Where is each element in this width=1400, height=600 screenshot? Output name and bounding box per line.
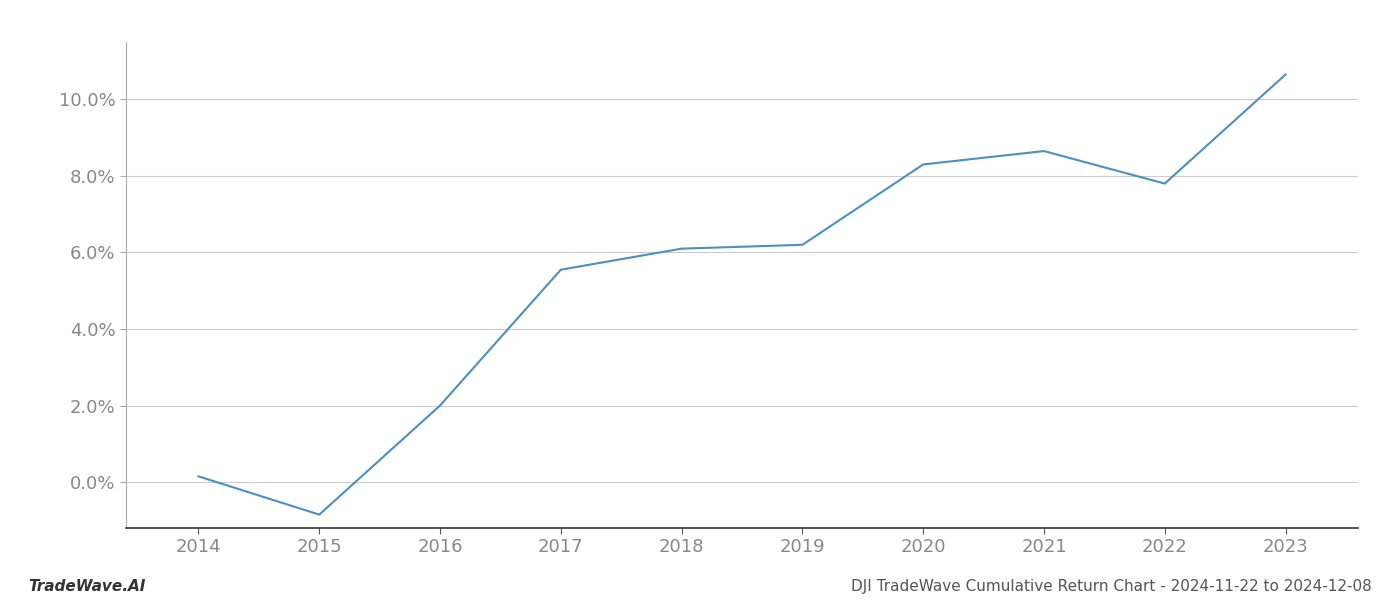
Text: TradeWave.AI: TradeWave.AI: [28, 579, 146, 594]
Text: DJI TradeWave Cumulative Return Chart - 2024-11-22 to 2024-12-08: DJI TradeWave Cumulative Return Chart - …: [851, 579, 1372, 594]
